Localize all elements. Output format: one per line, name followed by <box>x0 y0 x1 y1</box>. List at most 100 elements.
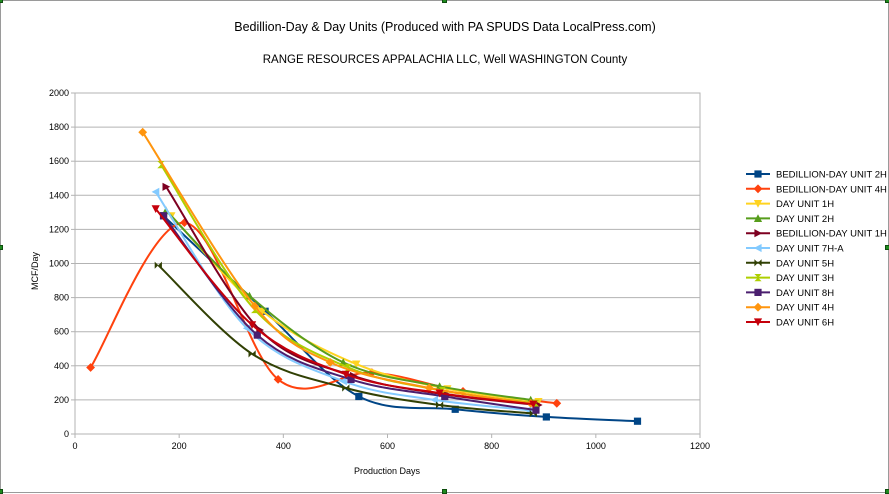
data-point <box>325 358 335 367</box>
x-tick-label: 1000 <box>586 441 606 451</box>
selection-handle-middle-right[interactable] <box>885 245 889 250</box>
series-2 <box>86 218 562 408</box>
legend-item: DAY UNIT 1H <box>746 199 834 210</box>
y-tick-label: 400 <box>54 361 69 371</box>
y-tick-label: 800 <box>54 293 69 303</box>
legend-marker <box>753 318 763 327</box>
legend-item: DAY UNIT 6H <box>746 318 834 329</box>
series-line <box>154 208 534 406</box>
series-5 <box>162 182 543 410</box>
data-point <box>273 375 283 384</box>
legend-label: DAY UNIT 8H <box>776 288 834 299</box>
tick-labels: 0 200 400 600 800 1000 1200 1400 1600 1800 2000 0 20… <box>49 88 710 451</box>
data-point <box>542 413 550 421</box>
series-line <box>89 221 557 405</box>
selection-handle-top-left[interactable] <box>0 0 3 3</box>
data-point <box>250 301 260 311</box>
data-point <box>138 127 148 137</box>
legend-marker <box>754 229 763 238</box>
legend-label: DAY UNIT 1H <box>776 199 834 210</box>
data-point <box>248 350 256 358</box>
data-point <box>341 370 350 379</box>
y-tick-label: 600 <box>54 327 69 337</box>
chart-subtitle: RANGE RESOURCES APPALACHIA LLC, Well WAS… <box>263 54 628 66</box>
marker-part <box>345 384 350 392</box>
marker-part <box>438 386 446 391</box>
data-point <box>529 400 538 409</box>
series-line <box>157 264 534 415</box>
series-9 <box>159 212 540 414</box>
x-axis-label: Production Days <box>354 466 421 476</box>
data-point <box>159 212 168 220</box>
marker-part <box>158 261 162 269</box>
legend-item: DAY UNIT 3H <box>746 273 834 284</box>
legend-marker <box>754 274 762 282</box>
data-point <box>451 405 459 413</box>
series-7 <box>154 261 537 418</box>
legend-label: DAY UNIT 5H <box>776 258 834 269</box>
marker-part <box>439 401 444 409</box>
series-6 <box>151 187 532 415</box>
legend-marker <box>753 243 762 253</box>
data-point <box>151 187 160 196</box>
chart-title: Bedillion-Day & Day Units (Produced with… <box>234 20 655 34</box>
legend-marker <box>753 200 763 208</box>
legend-item: DAY UNIT 4H <box>746 303 834 314</box>
legend-item: DAY UNIT 5H <box>746 258 834 269</box>
marker-part <box>754 259 758 267</box>
x-tick-label: 200 <box>172 441 187 451</box>
x-tick-label: 1200 <box>690 441 710 451</box>
marker-part <box>251 309 259 314</box>
marker-part <box>154 261 159 269</box>
legend-label: DAY UNIT 6H <box>776 318 834 329</box>
data-point <box>532 406 540 414</box>
legend-marker <box>753 302 763 312</box>
marker-part <box>344 363 352 368</box>
series-line <box>162 215 537 412</box>
legend-marker <box>754 170 762 178</box>
x-tick-label: 600 <box>380 441 395 451</box>
legend-item: BEDILLION-DAY UNIT 4H <box>746 184 887 195</box>
legend-label: DAY UNIT 3H <box>776 273 834 284</box>
data-point <box>253 331 261 339</box>
legend-label: DAY UNIT 7H-A <box>776 244 844 255</box>
axes <box>71 92 701 438</box>
data-point <box>151 205 160 213</box>
y-tick-label: 0 <box>64 429 69 439</box>
y-axis-label: MCF/Day <box>30 252 40 290</box>
y-tick-label: 1600 <box>49 156 69 166</box>
data-point <box>347 375 355 384</box>
legend-label: DAY UNIT 2H <box>776 214 834 225</box>
selection-handle-top-center[interactable] <box>442 0 447 3</box>
gridlines <box>75 92 700 435</box>
legend-label: DAY UNIT 4H <box>776 303 834 314</box>
marker-part <box>754 277 762 282</box>
marker-part <box>436 401 440 409</box>
series-10 <box>138 127 536 408</box>
data-point <box>342 384 350 392</box>
legend-marker <box>754 288 762 296</box>
y-tick-label: 1800 <box>49 122 69 132</box>
selection-handle-middle-left[interactable] <box>0 245 3 250</box>
legend-marker <box>753 184 763 194</box>
selection-handle-top-right[interactable] <box>885 0 889 3</box>
data-point <box>154 261 162 269</box>
legend: BEDILLION-DAY UNIT 2H BEDILLION-DAY UNIT … <box>746 170 887 329</box>
series-1 <box>159 212 642 425</box>
data-point <box>441 392 449 401</box>
y-tick-label: 1400 <box>49 190 69 200</box>
data-point <box>180 218 189 227</box>
data-point <box>552 398 562 408</box>
data-point <box>352 360 361 369</box>
marker-part <box>754 274 762 278</box>
data-point <box>162 182 171 191</box>
series-line <box>170 215 539 403</box>
series-line <box>141 131 531 405</box>
legend-marker <box>754 259 762 267</box>
data-point <box>424 383 434 393</box>
data-point <box>261 307 269 315</box>
legend-item: DAY UNIT 8H <box>746 288 834 299</box>
data-point <box>435 389 444 398</box>
